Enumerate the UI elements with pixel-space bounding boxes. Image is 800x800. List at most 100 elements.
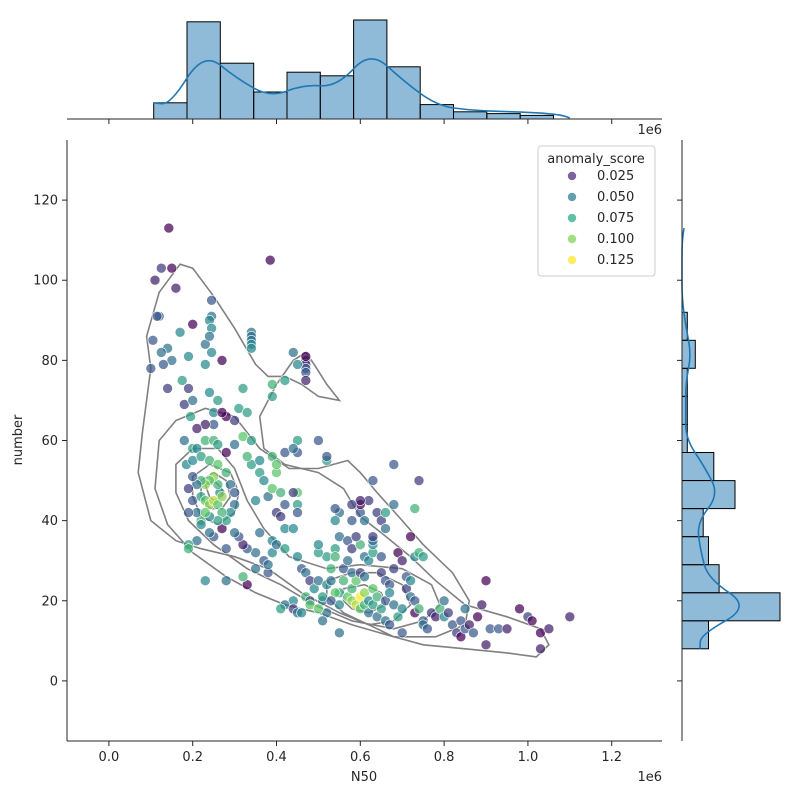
top-hist-bar (253, 91, 288, 120)
scatter-point (220, 467, 232, 478)
x-tick-label: 1.2 (601, 750, 622, 765)
y-tick-label: 60 (41, 434, 58, 449)
scatter-point (250, 495, 261, 506)
scatter-point (254, 527, 266, 539)
x-axis-label: N50 (351, 770, 377, 785)
scatter-point (220, 447, 232, 458)
scatter-point (543, 623, 555, 635)
scatter-point (206, 347, 217, 358)
scatter-point (375, 551, 387, 563)
scatter-point (396, 555, 408, 567)
scatter-point (384, 587, 395, 599)
scatter-point (166, 262, 178, 274)
scatter-point (287, 523, 299, 534)
scatter-point (380, 507, 391, 518)
scatter-point (367, 475, 379, 486)
scatter-point (200, 575, 211, 587)
scatter-point (480, 639, 492, 651)
scatter-point (279, 543, 291, 555)
scatter-point (388, 499, 400, 510)
top-hist-bar (353, 19, 388, 120)
scatter-point (468, 627, 479, 639)
scatter-point (183, 351, 194, 362)
scatter-point (156, 262, 167, 274)
top-hist-bar (286, 71, 321, 120)
scatter-point (266, 391, 278, 402)
legend-label: 0.075 (597, 211, 634, 226)
legend-marker (567, 171, 577, 181)
scatter-point (535, 643, 546, 655)
legend-frame (537, 145, 656, 277)
scatter-point (275, 603, 287, 615)
scatter-point (287, 487, 299, 498)
top-kde-curve (153, 58, 571, 119)
scatter-point (350, 531, 362, 543)
scatter-point (187, 471, 198, 482)
right-hist-bar (681, 395, 688, 425)
scatter-point (501, 623, 513, 635)
scatter-point (359, 571, 370, 583)
main-plot: 0.0 0.2 0.4 0.6 0.8 1.0 1.2 0 20 40 60 80 100 120 N5… (11, 123, 662, 785)
scatter-point (206, 294, 217, 306)
top-marginal-histogram (67, 19, 662, 124)
y-tick-label: 40 (41, 514, 58, 529)
scatter-point (417, 551, 429, 563)
y-tick-label: 20 (41, 594, 58, 609)
x-tick-label: 0.6 (350, 750, 371, 765)
scatter-point (229, 527, 240, 539)
scatter-point (334, 627, 345, 639)
y-tick-label: 0 (50, 674, 58, 689)
right-marginal-histogram (677, 140, 781, 741)
top-hist-bar (219, 62, 255, 120)
scatter-point (220, 575, 232, 587)
right-hist-bar (681, 480, 736, 510)
x-tick-label: 1.0 (518, 750, 539, 765)
scatter-point (317, 615, 328, 627)
scatter-point (156, 347, 167, 358)
scatter-point (409, 503, 421, 514)
scatter-point (195, 519, 207, 530)
scatter-point (442, 607, 454, 619)
scatter-point (459, 603, 471, 615)
top-hist-bar (486, 113, 521, 120)
scatter-point (279, 499, 291, 510)
legend-marker (567, 213, 577, 223)
scatter-point (174, 326, 186, 338)
scatter-point (163, 222, 175, 234)
scatter-point (262, 559, 274, 571)
scatter-point (396, 627, 408, 639)
scatter-point (367, 531, 379, 543)
scatter-point (359, 515, 370, 526)
legend: anomaly_score 0.025 0.050 0.075 0.100 0.125 (537, 145, 656, 277)
scatter-point (204, 387, 215, 398)
top-hist-bar (453, 111, 488, 120)
right-hist-bar (681, 592, 781, 622)
scatter-point (325, 595, 337, 607)
x-tick-label: 0.2 (182, 750, 203, 765)
scatter-point (287, 347, 299, 358)
scatter-point (237, 571, 249, 583)
scatter-point (149, 274, 161, 286)
scatter-point (325, 563, 337, 575)
scatter-point (413, 475, 425, 486)
scatter-point (176, 375, 188, 386)
scatter-point (329, 503, 341, 514)
top-hist-bar (153, 102, 188, 120)
scatter-point (300, 351, 312, 362)
scatter-point (405, 531, 416, 543)
x-tick-label: 0.8 (434, 750, 455, 765)
x-tick-label: 0.0 (99, 750, 120, 765)
scatter-point (438, 595, 450, 607)
legend-label: 0.100 (597, 232, 634, 247)
scatter-point (216, 491, 228, 502)
scatter-point (183, 543, 194, 555)
y-axis-label: number (11, 414, 26, 465)
scatter-point (145, 363, 157, 374)
scatter-point (158, 359, 169, 370)
scatter-point (258, 475, 270, 486)
scatter-point (170, 282, 182, 294)
y-tick-label: 80 (41, 354, 58, 369)
x-offset-label-top: 1e6 (637, 123, 662, 138)
scatter-point (237, 383, 249, 394)
